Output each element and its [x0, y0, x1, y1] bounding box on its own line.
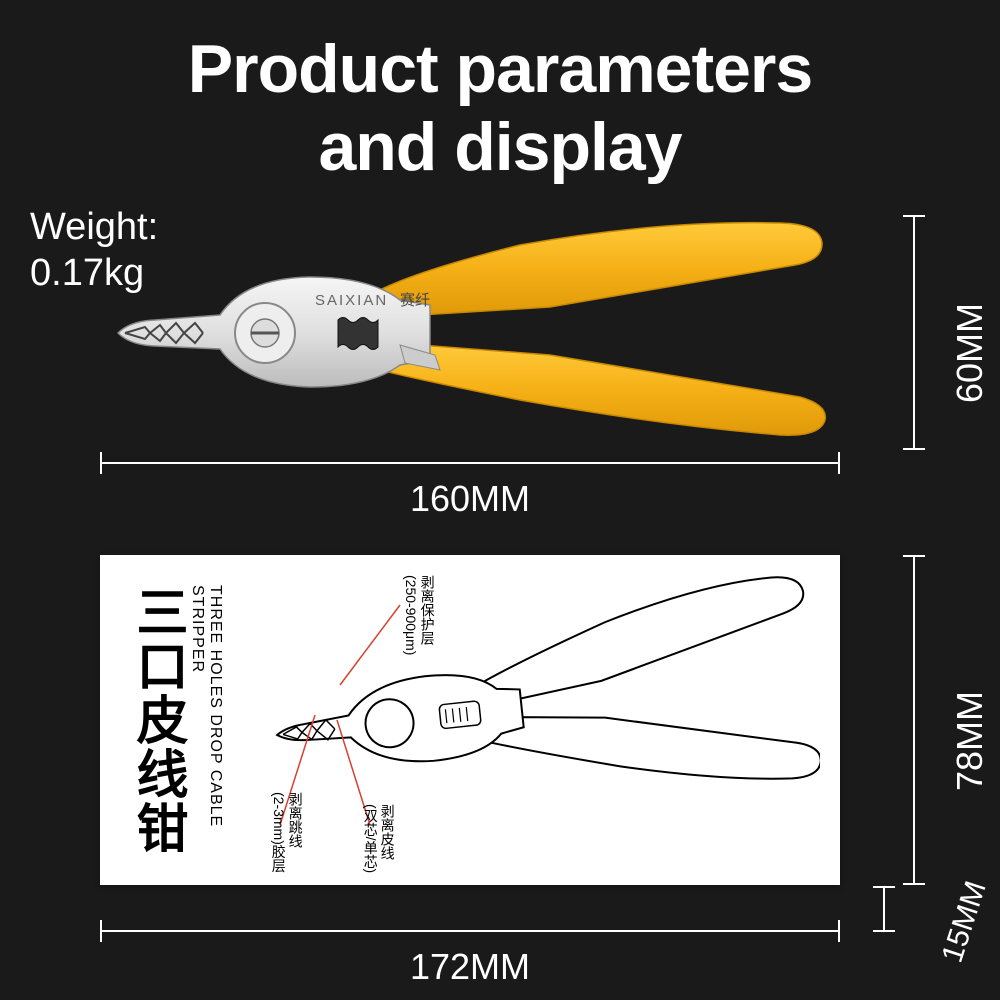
pliers-icon: SAIXIAN 赛纤	[100, 215, 840, 450]
dimension-rule-depth-box	[855, 886, 915, 932]
dimension-width-box: 78MM	[949, 691, 991, 791]
dimension-rule-width-box	[913, 555, 915, 885]
main-title: Product parameters and display	[0, 30, 1000, 186]
package-diagram-icon	[245, 570, 820, 870]
dimension-rule-length-tool	[100, 462, 840, 464]
svg-text:SAIXIAN: SAIXIAN	[315, 292, 388, 309]
package-title-en: THREE HOLES DROP CABLE STRIPPER	[188, 585, 224, 885]
package-title-cn: 三口皮线钳	[120, 585, 195, 855]
dimension-width-tool: 60MM	[949, 303, 991, 403]
dimension-rule-width-tool	[913, 215, 915, 450]
callout-2: 剥离跳线 (2-3mm)胶层	[270, 792, 304, 873]
svg-text:赛纤: 赛纤	[400, 292, 430, 309]
dimension-rule-length-box	[100, 930, 840, 932]
callout-1: 剥离保护层 (250-900μm)	[402, 575, 436, 655]
dimension-depth-box: 15MM	[935, 877, 993, 967]
product-photo: SAIXIAN 赛纤	[100, 215, 840, 450]
package-box: 三口皮线钳 THREE HOLES DROP CABLE STRIPPER	[100, 555, 840, 885]
title-line-2: and display	[318, 109, 681, 185]
dimension-length-tool: 160MM	[100, 478, 840, 520]
dimension-length-box: 172MM	[100, 946, 840, 988]
title-line-1: Product parameters	[188, 31, 812, 107]
callout-3: 剥离皮线 (双芯/单芯)	[362, 804, 396, 873]
